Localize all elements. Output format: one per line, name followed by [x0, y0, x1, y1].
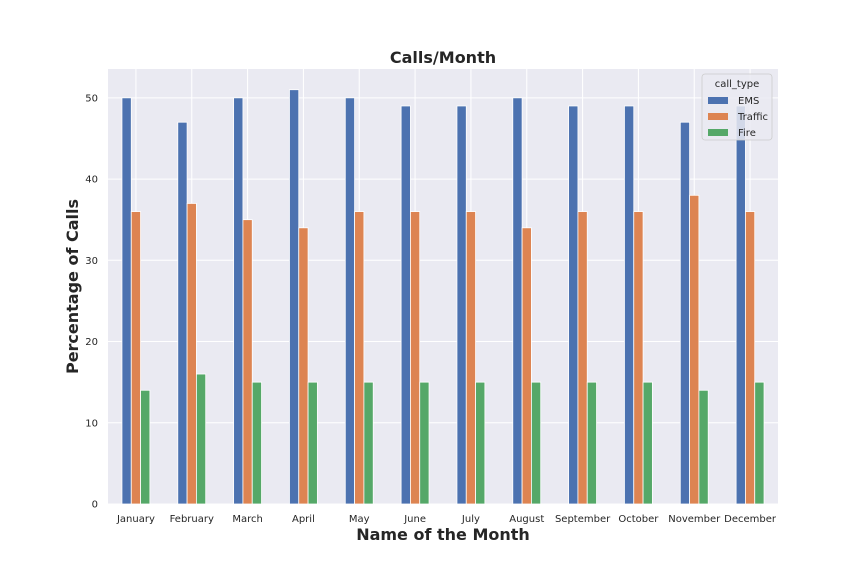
bar-ems-november	[679, 121, 690, 505]
legend-title: call_type	[715, 79, 760, 90]
x-tick-label: August	[509, 514, 544, 525]
bar-traffic-june	[410, 211, 421, 505]
bar-traffic-january	[130, 211, 141, 505]
bar-traffic-february	[186, 203, 197, 505]
x-tick-label: July	[461, 514, 480, 525]
y-tick-label: 50	[85, 93, 98, 104]
bar-ems-september	[568, 105, 579, 505]
x-tick-label: December	[724, 514, 777, 525]
x-tick-label: February	[170, 514, 214, 525]
bar-ems-june	[400, 105, 411, 505]
legend-label-traffic: Traffic	[737, 112, 768, 123]
bar-fire-december	[754, 381, 765, 505]
bar-ems-august	[512, 97, 523, 505]
bar-traffic-may	[354, 211, 365, 505]
chart-title: Calls/Month	[390, 48, 496, 67]
x-tick-label: September	[555, 514, 611, 525]
bar-ems-may	[344, 97, 355, 505]
bar-fire-june	[419, 381, 430, 505]
x-tick-label: March	[232, 514, 262, 525]
y-tick-labels: 0 10 20 30 40 50	[85, 93, 98, 510]
bar-fire-july	[475, 381, 486, 505]
bar-fire-september	[586, 381, 597, 505]
bar-traffic-november	[689, 194, 700, 505]
bar-traffic-october	[633, 211, 644, 505]
x-tick-label: April	[292, 514, 315, 525]
x-tick-label: January	[116, 514, 155, 525]
x-tick-label: November	[668, 514, 721, 525]
bar-traffic-july	[465, 211, 476, 505]
bar-traffic-september	[577, 211, 588, 505]
y-tick-label: 30	[85, 256, 98, 267]
x-tick-labels: January February March April May June July Augu…	[116, 514, 777, 525]
y-axis-title: Percentage of Calls	[63, 199, 82, 374]
legend-swatch-fire	[708, 129, 728, 136]
bar-ems-april	[289, 89, 300, 505]
x-tick-label: June	[403, 514, 426, 525]
y-tick-label: 10	[85, 418, 98, 429]
x-tick-label: May	[349, 514, 370, 525]
y-tick-label: 40	[85, 175, 98, 186]
legend-swatch-ems	[708, 97, 728, 104]
bar-ems-march	[233, 97, 244, 505]
bar-traffic-april	[298, 227, 309, 505]
legend-label-fire: Fire	[738, 128, 756, 139]
bar-ems-february	[177, 121, 188, 505]
legend-frame	[701, 73, 773, 141]
legend: call_type EMS Traffic Fire	[701, 73, 773, 141]
x-tick-label: October	[618, 514, 659, 525]
bar-fire-february	[196, 373, 207, 505]
bar-traffic-december	[745, 211, 756, 505]
bar-fire-november	[698, 389, 709, 505]
plot-background	[108, 69, 778, 504]
bar-ems-january	[121, 97, 132, 505]
bar-fire-august	[531, 381, 542, 505]
bar-ems-july	[456, 105, 467, 505]
bar-traffic-march	[242, 219, 253, 505]
bar-fire-may	[363, 381, 374, 505]
y-tick-label: 0	[92, 500, 98, 511]
legend-swatch-traffic	[708, 113, 728, 120]
x-axis-title: Name of the Month	[356, 525, 530, 544]
bar-fire-january	[140, 389, 151, 505]
legend-label-ems: EMS	[738, 96, 759, 107]
bar-fire-april	[307, 381, 318, 505]
bar-ems-december	[735, 105, 746, 505]
bar-fire-march	[251, 381, 262, 505]
bars	[121, 89, 765, 505]
bar-traffic-august	[521, 227, 532, 505]
bar-fire-october	[642, 381, 653, 505]
bar-ems-october	[624, 105, 635, 505]
y-tick-label: 20	[85, 337, 98, 348]
